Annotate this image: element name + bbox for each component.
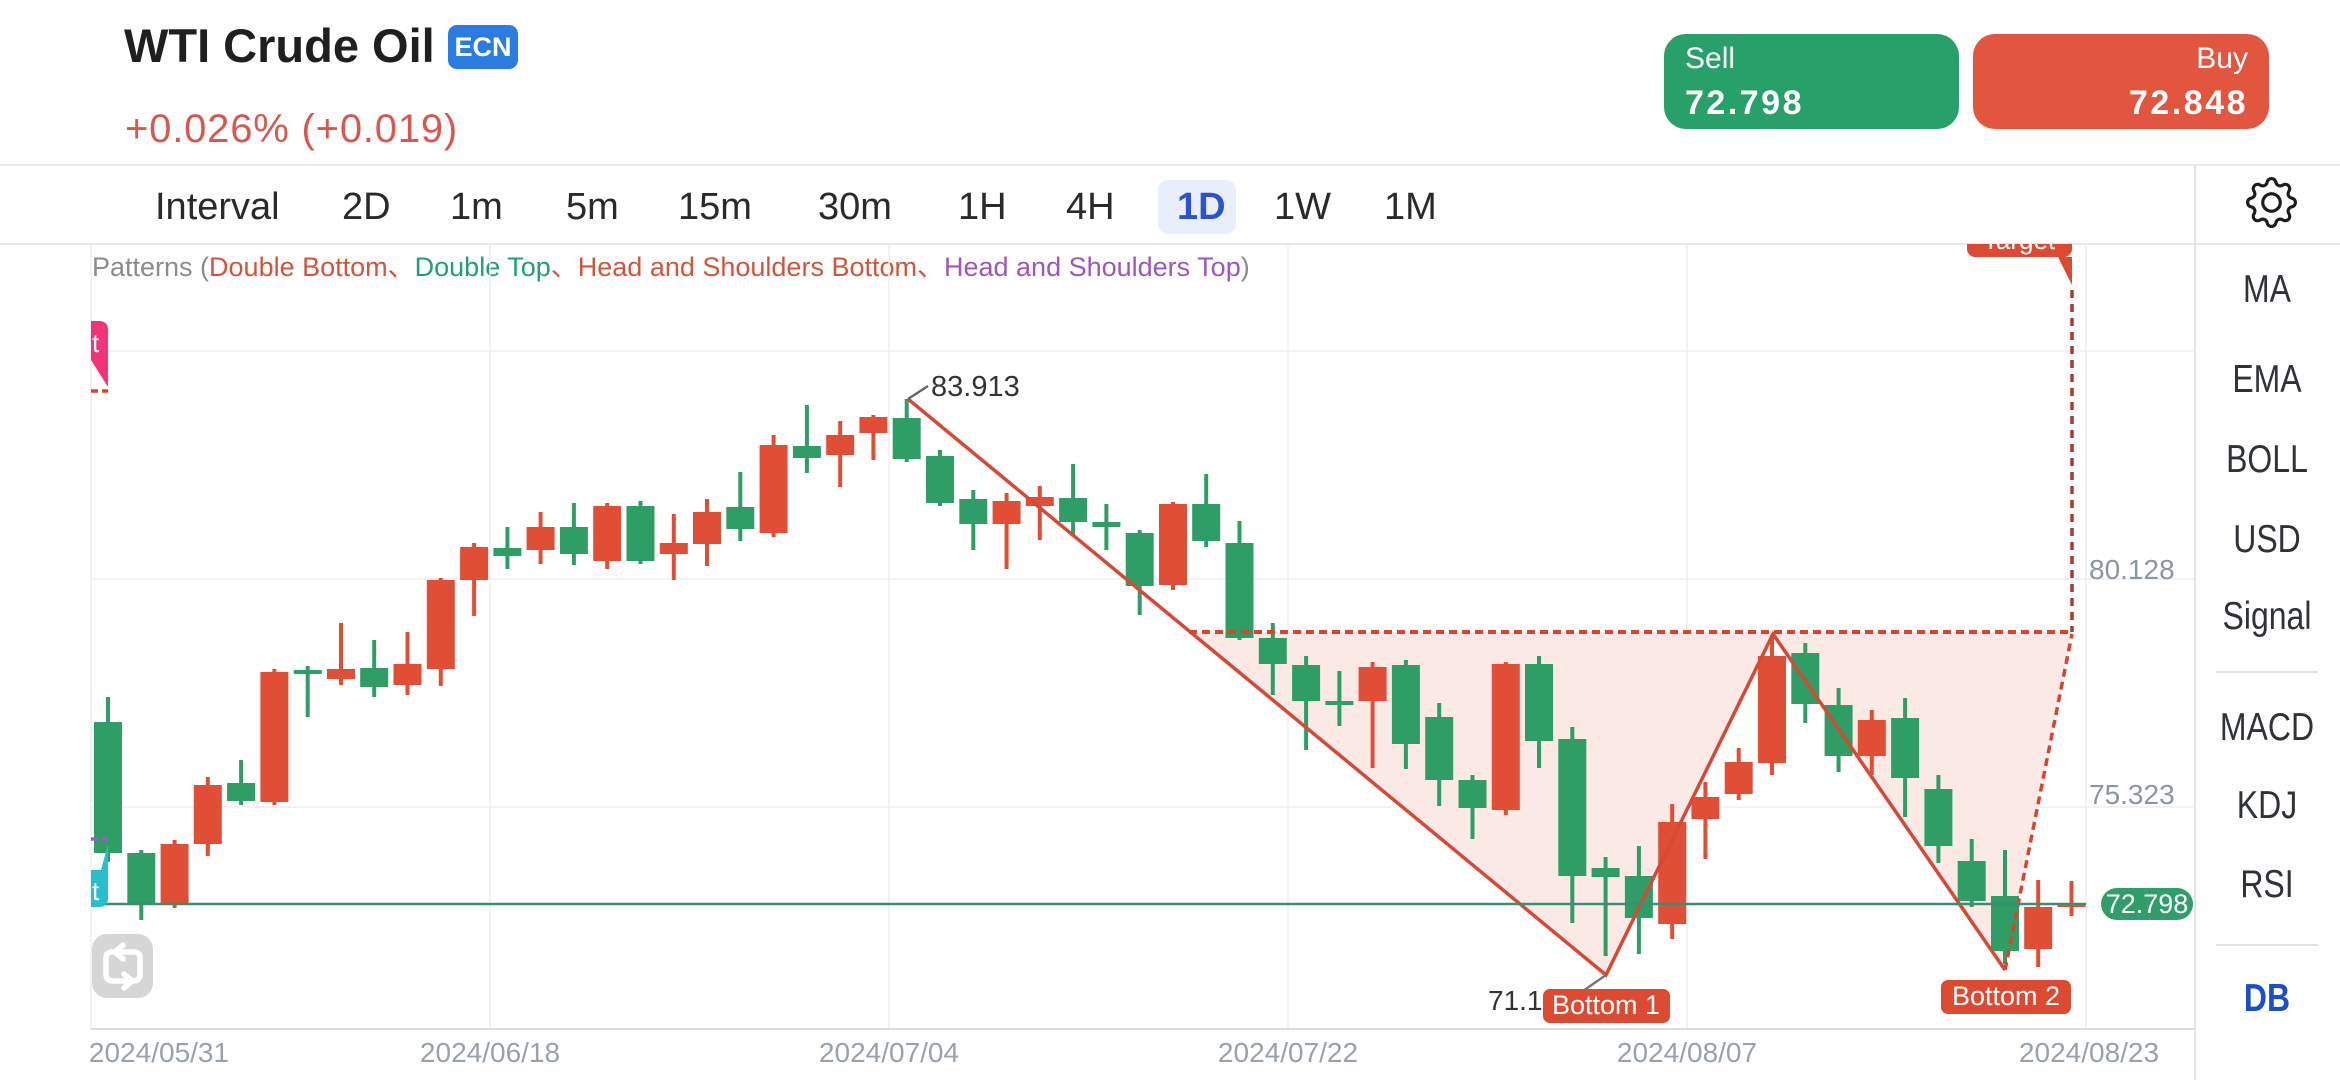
svg-text:83.913: 83.913 [931, 371, 1020, 403]
svg-text:2024/08/23: 2024/08/23 [2019, 1037, 2159, 1068]
svg-text:Bottom 2: Bottom 2 [1952, 981, 2060, 1011]
svg-text:75.323: 75.323 [2089, 779, 2175, 810]
svg-text:2024/05/31: 2024/05/31 [89, 1037, 229, 1068]
svg-text:Target: Target [1983, 244, 2056, 255]
svg-text:t: t [92, 328, 100, 358]
svg-text:t: t [92, 876, 100, 906]
svg-text:80.128: 80.128 [2089, 554, 2175, 585]
svg-text:72.798: 72.798 [2106, 889, 2189, 919]
svg-text:2024/07/22: 2024/07/22 [1218, 1037, 1358, 1068]
svg-text:2024/07/04: 2024/07/04 [819, 1037, 959, 1068]
svg-text:2024/08/07: 2024/08/07 [1617, 1037, 1757, 1068]
svg-text:Bottom 1: Bottom 1 [1552, 990, 1660, 1020]
svg-text:2024/06/18: 2024/06/18 [420, 1037, 560, 1068]
